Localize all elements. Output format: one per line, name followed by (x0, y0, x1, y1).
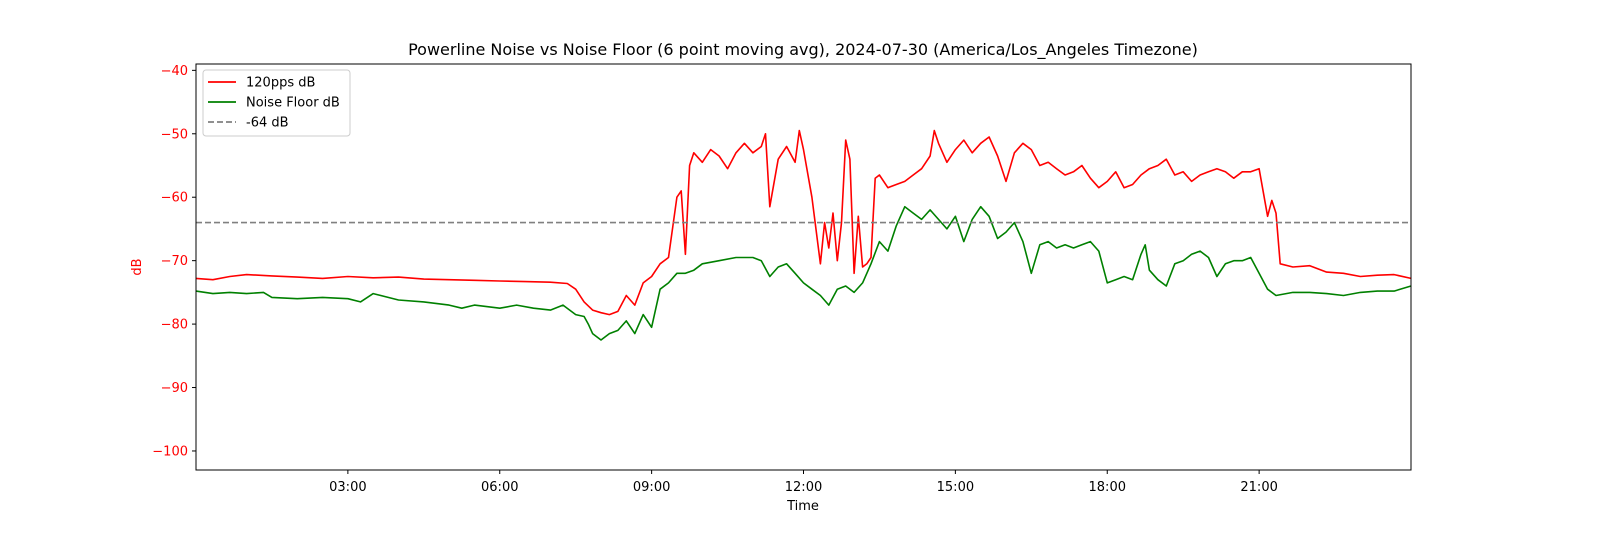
y-tick-label: −100 (152, 444, 188, 459)
x-tick-label: 12:00 (785, 480, 822, 495)
y-tick-label: −90 (161, 381, 188, 396)
y-tick-label: −40 (161, 64, 188, 79)
legend-box (202, 69, 351, 137)
y-tick-label: −50 (161, 127, 188, 142)
plot-lines (195, 129, 1412, 341)
x-tick-label: 18:00 (1089, 480, 1126, 495)
x-tick-label: 09:00 (633, 480, 670, 495)
x-axis-label: Time (786, 499, 819, 514)
y-tick-label: −80 (161, 318, 188, 333)
x-tick-label: 06:00 (481, 480, 518, 495)
series-line-2 (195, 205, 1412, 341)
y-axis: −40 −50 −60 −70 −80 −90 −100 (152, 64, 196, 459)
legend-label-1: 120pps dB (246, 76, 315, 91)
legend-label-2: Noise Floor dB (246, 96, 340, 111)
y-tick-label: −70 (161, 254, 188, 269)
y-axis-label: dB (130, 258, 145, 275)
legend-label-3: -64 dB (246, 116, 289, 131)
x-tick-label: 03:00 (329, 480, 366, 495)
x-axis: 03:00 06:00 09:00 12:00 15:00 18:00 21:00 (329, 470, 1278, 495)
y-tick-label: −60 (161, 191, 188, 206)
chart-title: Powerline Noise vs Noise Floor (6 point … (408, 40, 1198, 60)
series-line-1 (195, 129, 1412, 316)
x-tick-label: 15:00 (937, 480, 974, 495)
legend: 120pps dB Noise Floor dB -64 dB (202, 69, 351, 137)
x-tick-label: 21:00 (1240, 480, 1277, 495)
plot-frame (195, 63, 1412, 471)
